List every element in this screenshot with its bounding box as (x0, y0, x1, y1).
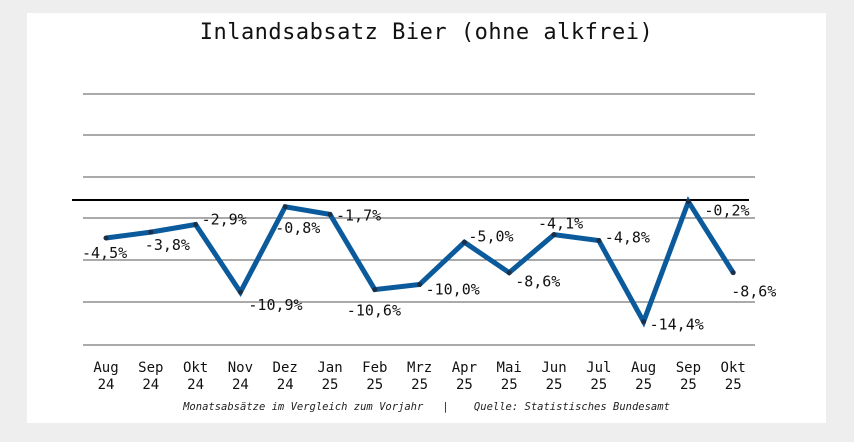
x-tick-year: 25 (456, 377, 473, 393)
x-tick-year: 24 (232, 377, 249, 393)
data-label: -2,9% (202, 211, 247, 229)
series-line (105, 196, 736, 328)
x-tick-year: 24 (98, 377, 115, 393)
data-point (551, 232, 557, 238)
x-tick-year: 25 (680, 377, 697, 393)
data-labels: -4,5% -3,8% -2,9% -10,9% -0,8% -1,7% -10,6% -10… (82, 202, 776, 334)
x-tick-month: Mai (497, 360, 522, 376)
data-label: -14,4% (650, 316, 704, 334)
footer-source: Quelle: Statistisches Bundesamt (473, 401, 670, 413)
x-tick-year: 25 (501, 377, 518, 393)
data-label: -8,6% (515, 273, 560, 291)
x-tick-month: Sep (138, 360, 163, 376)
x-tick-month: Sep (676, 360, 701, 376)
x-tick-month: Jan (317, 360, 342, 376)
x-tick-month: Okt (721, 360, 746, 376)
x-tick-year: 25 (366, 377, 383, 393)
x-tick-month: Okt (183, 360, 208, 376)
x-tick-year: 25 (590, 377, 607, 393)
gridlines (83, 93, 755, 346)
x-tick-month: Aug (93, 360, 118, 376)
data-point (506, 270, 512, 276)
x-tick-year: 25 (546, 377, 563, 393)
x-tick-month: Apr (452, 360, 477, 376)
data-point (237, 289, 243, 295)
data-label: -4,1% (538, 215, 583, 233)
data-points (103, 199, 736, 325)
data-point (282, 204, 288, 210)
data-point (372, 287, 378, 293)
footer-note: Monatsabsätze im Vergleich zum Vorjahr (183, 401, 424, 413)
data-label: -1,7% (336, 206, 381, 224)
data-label: -0,8% (275, 219, 320, 237)
data-label: -10,0% (426, 281, 480, 299)
chart-title: Inlandsabsatz Bier (ohne alkfrei) (199, 20, 654, 45)
x-axis-ticks: Aug24Sep24Okt24Nov24Dez24Jan25Feb25Mrz25… (93, 360, 745, 393)
data-point (417, 282, 423, 287)
x-tick-month: Jun (541, 360, 566, 376)
x-tick-month: Jul (586, 360, 611, 376)
data-point (148, 229, 154, 235)
x-tick-year: 25 (635, 377, 652, 393)
data-label: -5,0% (468, 227, 513, 245)
data-point (641, 319, 647, 325)
data-label: -4,8% (605, 229, 650, 247)
data-label: -0,2% (704, 202, 749, 220)
x-tick-month: Aug (631, 360, 656, 376)
data-point (596, 238, 602, 244)
x-tick-year: 25 (322, 377, 339, 393)
x-tick-year: 24 (142, 377, 159, 393)
data-point (103, 235, 109, 241)
footer: Monatsabsätze im Vergleich zum Vorjahr |… (27, 401, 826, 413)
data-label: -10,6% (347, 302, 401, 320)
data-label: -3,8% (145, 236, 190, 254)
data-label: -10,9% (248, 296, 302, 314)
data-point (730, 270, 736, 276)
data-point (327, 211, 333, 217)
x-tick-year: 24 (187, 377, 204, 393)
x-tick-month: Dez (273, 360, 298, 376)
data-point (461, 239, 467, 245)
data-label: -4,5% (82, 244, 127, 262)
data-point (193, 222, 199, 228)
footer-separator: | (442, 401, 449, 413)
x-tick-year: 24 (277, 377, 294, 393)
x-tick-month: Feb (362, 360, 387, 376)
data-label: -8,6% (731, 283, 776, 301)
x-tick-month: Nov (228, 360, 253, 376)
x-tick-month: Mrz (407, 360, 432, 376)
data-point (685, 199, 691, 205)
x-tick-year: 25 (725, 377, 742, 393)
x-tick-year: 25 (411, 377, 428, 393)
